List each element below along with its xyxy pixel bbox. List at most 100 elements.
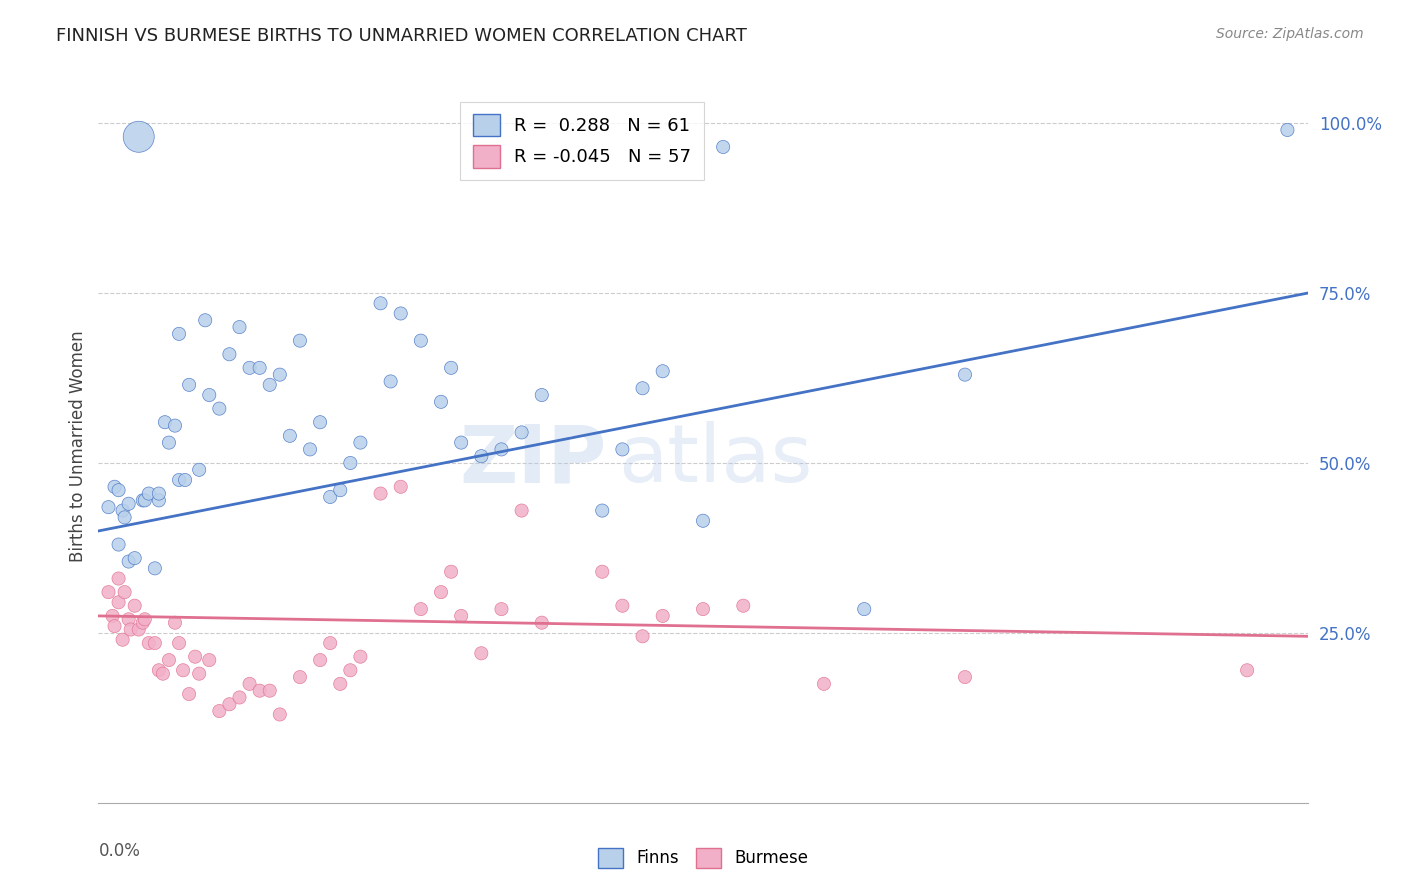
Text: FINNISH VS BURMESE BIRTHS TO UNMARRIED WOMEN CORRELATION CHART: FINNISH VS BURMESE BIRTHS TO UNMARRIED W… — [56, 27, 747, 45]
Point — [450, 435, 472, 450]
Point — [813, 677, 835, 691]
Point — [319, 490, 342, 504]
Point — [530, 388, 553, 402]
Point — [107, 537, 129, 551]
Point — [631, 381, 654, 395]
Point — [288, 334, 311, 348]
Point — [114, 585, 136, 599]
Point — [278, 429, 301, 443]
Point — [370, 296, 392, 310]
Point — [118, 497, 141, 511]
Point — [349, 435, 371, 450]
Point — [97, 585, 120, 599]
Point — [128, 623, 150, 637]
Point — [239, 677, 262, 691]
Point — [148, 486, 170, 500]
Point — [111, 632, 134, 647]
Point — [450, 608, 472, 623]
Text: atlas: atlas — [619, 421, 813, 500]
Text: 0.0%: 0.0% — [98, 842, 141, 860]
Point — [1236, 663, 1258, 677]
Point — [530, 615, 553, 630]
Point — [208, 704, 231, 718]
Point — [430, 394, 453, 409]
Point — [651, 608, 673, 623]
Point — [132, 493, 155, 508]
Point — [148, 663, 170, 677]
Point — [631, 629, 654, 643]
Point — [107, 483, 129, 498]
Point — [198, 653, 221, 667]
Point — [167, 326, 190, 341]
Point — [370, 486, 392, 500]
Point — [167, 636, 190, 650]
Point — [208, 401, 231, 416]
Point — [103, 619, 125, 633]
Point — [430, 585, 453, 599]
Point — [188, 463, 211, 477]
Point — [470, 646, 492, 660]
Point — [167, 473, 190, 487]
Point — [134, 612, 156, 626]
Point — [409, 602, 432, 616]
Point — [269, 707, 291, 722]
Y-axis label: Births to Unmarried Women: Births to Unmarried Women — [69, 330, 87, 562]
Point — [184, 649, 207, 664]
Point — [194, 313, 217, 327]
Point — [288, 670, 311, 684]
Point — [612, 599, 634, 613]
Point — [389, 480, 412, 494]
Legend: R =  0.288   N = 61, R = -0.045   N = 57: R = 0.288 N = 61, R = -0.045 N = 57 — [460, 102, 704, 180]
Text: ZIP: ZIP — [458, 421, 606, 500]
Point — [138, 636, 160, 650]
Legend: Finns, Burmese: Finns, Burmese — [592, 841, 814, 875]
Point — [953, 670, 976, 684]
Point — [228, 320, 250, 334]
Point — [853, 602, 876, 616]
Point — [440, 360, 463, 375]
Point — [591, 503, 613, 517]
Point — [651, 364, 673, 378]
Point — [179, 377, 201, 392]
Point — [329, 483, 352, 498]
Point — [612, 442, 634, 457]
Point — [143, 636, 166, 650]
Point — [111, 503, 134, 517]
Point — [188, 666, 211, 681]
Point — [97, 500, 120, 515]
Point — [269, 368, 291, 382]
Point — [409, 334, 432, 348]
Point — [259, 683, 281, 698]
Point — [228, 690, 250, 705]
Point — [134, 493, 156, 508]
Point — [249, 360, 271, 375]
Point — [114, 510, 136, 524]
Point — [733, 599, 755, 613]
Point — [953, 368, 976, 382]
Point — [299, 442, 322, 457]
Point — [380, 375, 402, 389]
Point — [349, 649, 371, 664]
Point — [124, 551, 146, 566]
Point — [491, 442, 513, 457]
Point — [339, 456, 361, 470]
Point — [218, 347, 240, 361]
Point — [107, 595, 129, 609]
Point — [120, 623, 142, 637]
Point — [118, 555, 141, 569]
Point — [143, 561, 166, 575]
Point — [172, 663, 194, 677]
Point — [692, 514, 714, 528]
Point — [118, 612, 141, 626]
Point — [163, 615, 186, 630]
Point — [389, 306, 412, 320]
Point — [132, 615, 155, 630]
Point — [174, 473, 197, 487]
Point — [510, 425, 533, 440]
Point — [198, 388, 221, 402]
Point — [124, 599, 146, 613]
Point — [148, 493, 170, 508]
Point — [329, 677, 352, 691]
Point — [101, 608, 124, 623]
Point — [319, 636, 342, 650]
